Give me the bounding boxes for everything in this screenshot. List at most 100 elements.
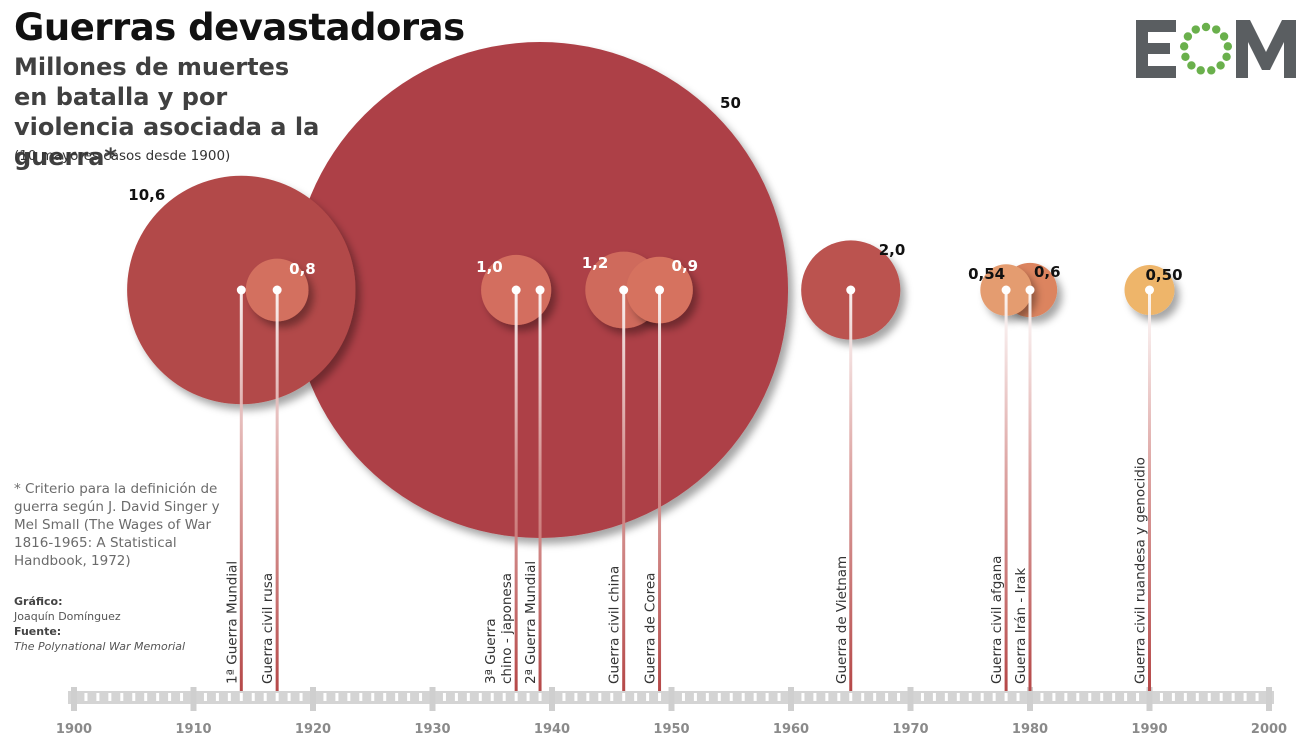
logo-ring-dot <box>1179 42 1189 51</box>
axis-minor-tick <box>610 693 614 701</box>
axis-minor-tick <box>1136 693 1140 701</box>
axis-minor-tick <box>215 693 219 701</box>
value-label: 0,50 <box>1146 266 1183 284</box>
war-dot <box>619 285 629 295</box>
axis-minor-tick <box>849 693 853 701</box>
war-name-label: 2ª Guerra Mundial <box>523 561 539 684</box>
axis-minor-tick <box>383 693 387 701</box>
axis-minor-tick <box>1207 693 1211 701</box>
axis-minor-tick <box>717 693 721 701</box>
axis-minor-tick <box>1100 693 1104 701</box>
stems <box>236 285 1154 691</box>
axis-minor-tick <box>634 693 638 701</box>
axis-minor-tick <box>598 693 602 701</box>
eom-logo-m <box>1236 20 1296 78</box>
axis-minor-tick <box>1088 693 1092 701</box>
war-stem <box>538 290 542 691</box>
x-tick-label: 1900 <box>56 722 92 737</box>
x-tick-label: 1920 <box>295 722 331 737</box>
axis-minor-tick <box>574 693 578 701</box>
axis-minor-tick <box>371 693 375 701</box>
axis-minor-tick <box>466 693 470 701</box>
axis-minor-tick <box>562 693 566 701</box>
axis-minor-tick <box>203 693 207 701</box>
value-label: 1,2 <box>582 254 609 272</box>
timeline-axis: 1900 1910 1920 1930 1940 1950 1960 1970 1980 1990… <box>56 687 1287 737</box>
x-tick-label: 1930 <box>414 722 450 737</box>
logo-ring-dot <box>1187 61 1196 70</box>
logo-ring-dot <box>1212 25 1221 34</box>
axis-minor-tick <box>1171 693 1175 701</box>
value-label: 50 <box>720 94 741 112</box>
axis-minor-tick <box>1195 693 1199 701</box>
axis-minor-tick <box>239 693 243 701</box>
logo-ring-dot <box>1223 42 1233 51</box>
axis-minor-tick <box>168 693 172 701</box>
axis-minor-tick <box>227 693 231 701</box>
axis-minor-tick <box>980 693 984 701</box>
war-name-label: chino - japonesa <box>499 573 515 684</box>
axis-minor-tick <box>538 693 542 701</box>
axis-major-tick <box>1146 687 1153 711</box>
axis-minor-tick <box>885 693 889 701</box>
axis-minor-tick <box>1016 693 1020 701</box>
axis-minor-tick <box>514 693 518 701</box>
axis-major-tick <box>1027 687 1033 711</box>
axis-minor-tick <box>120 693 124 701</box>
war-name-label: Guerra de Vietnam <box>834 556 850 684</box>
war-dot <box>1145 285 1154 295</box>
axis-minor-tick <box>992 693 996 701</box>
axis-minor-tick <box>837 693 841 701</box>
chart-title: Guerras devastadoras <box>14 6 465 49</box>
credits: Gráfico: Joaquín Domínguez Fuente: The P… <box>14 594 194 654</box>
axis-minor-tick <box>897 693 901 701</box>
value-label: 0,54 <box>968 265 1005 283</box>
value-label: 0,9 <box>672 257 699 275</box>
axis-minor-tick <box>586 693 590 701</box>
war-name-label: Guerra civil china <box>607 566 623 684</box>
axis-minor-tick <box>944 693 948 701</box>
x-tick-label: 2000 <box>1251 722 1287 737</box>
value-label: 10,6 <box>128 186 165 204</box>
war-dot <box>1025 285 1035 295</box>
axis-minor-tick <box>359 693 363 701</box>
axis-major-tick <box>71 687 77 711</box>
x-tick-label: 1980 <box>1012 722 1048 737</box>
axis-minor-tick <box>156 693 160 701</box>
war-stem <box>1148 290 1151 691</box>
axis-minor-tick <box>502 693 506 701</box>
chart-subtitle: Millones de muertes en batalla y por vio… <box>14 53 320 171</box>
axis-minor-tick <box>478 693 482 701</box>
value-label: 1,0 <box>476 258 503 276</box>
axis-minor-tick <box>646 693 650 701</box>
war-stem <box>622 290 626 691</box>
axis-minor-tick <box>454 693 458 701</box>
axis-minor-tick <box>873 693 877 701</box>
war-name-labels: 1ª Guerra Mundial Guerra civil rusa 3ª Gue… <box>224 457 1148 684</box>
x-tick-label: 1990 <box>1131 722 1167 737</box>
footnote: * Criterio para la definición de guerra … <box>14 481 220 569</box>
axis-minor-tick <box>395 693 399 701</box>
war-stem <box>514 290 518 691</box>
logo-ring-dot <box>1216 61 1225 70</box>
axis-minor-tick <box>968 693 972 701</box>
axis-minor-tick <box>1219 693 1223 701</box>
axis-minor-tick <box>956 693 960 701</box>
axis-minor-tick <box>1124 693 1128 701</box>
axis-minor-tick <box>251 693 255 701</box>
axis-minor-tick <box>335 693 339 701</box>
source-label: Fuente: <box>14 625 62 638</box>
axis-minor-tick <box>1159 693 1163 701</box>
war-dot <box>655 285 665 295</box>
axis-minor-tick <box>180 693 184 701</box>
war-stem <box>1004 290 1008 691</box>
logo-ring-dot <box>1219 32 1229 41</box>
logo-ring-dot <box>1207 66 1216 75</box>
axis-minor-tick <box>932 693 936 701</box>
axis-minor-tick <box>132 693 136 701</box>
x-tick-label: 1950 <box>653 722 689 737</box>
axis-minor-tick <box>753 693 757 701</box>
axis-minor-tick <box>275 693 279 701</box>
axis-minor-tick <box>1004 693 1008 701</box>
axis-major-tick <box>1266 687 1272 711</box>
